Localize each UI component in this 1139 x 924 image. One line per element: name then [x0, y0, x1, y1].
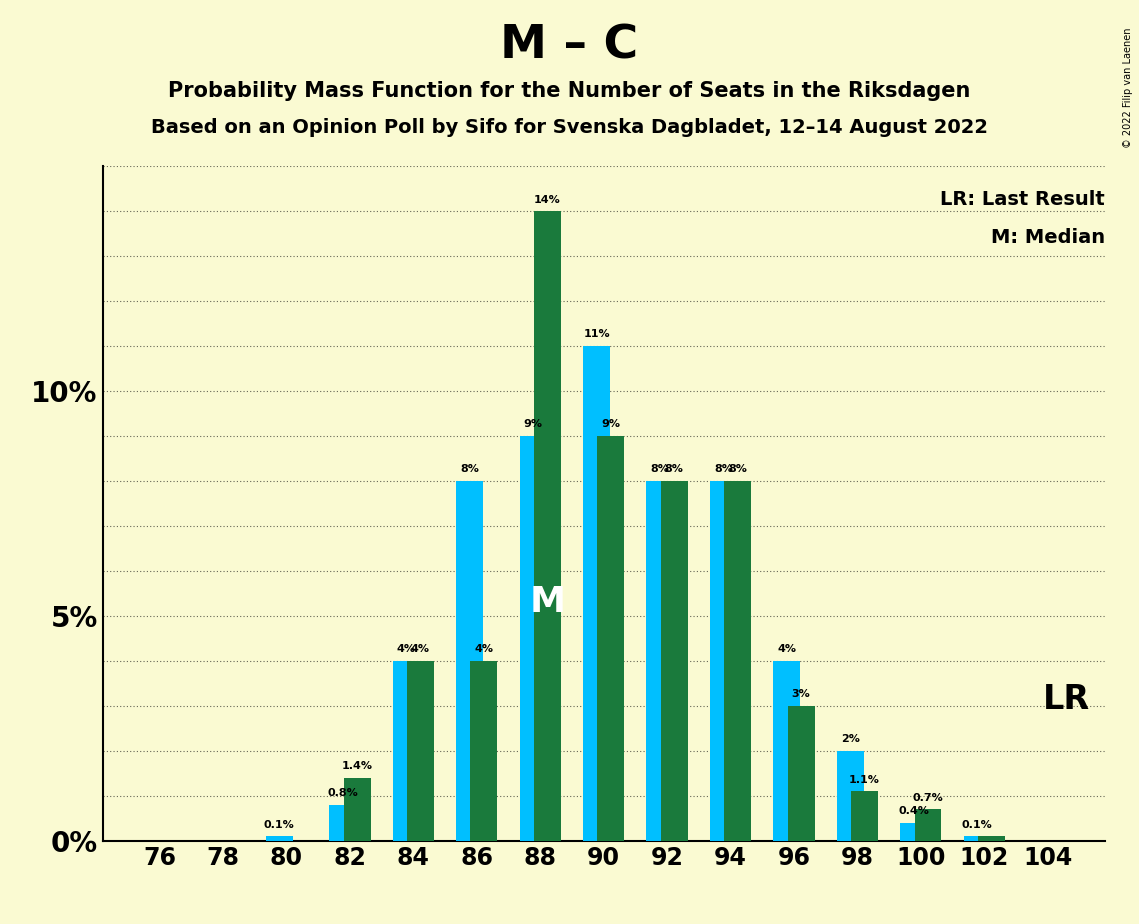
Text: 0.1%: 0.1%: [961, 820, 992, 830]
Text: 4%: 4%: [777, 644, 796, 654]
Text: © 2022 Filip van Laenen: © 2022 Filip van Laenen: [1123, 28, 1133, 148]
Bar: [773, 661, 801, 841]
Bar: [837, 751, 863, 841]
Bar: [900, 823, 927, 841]
Text: 0.8%: 0.8%: [327, 788, 358, 798]
Text: 0.7%: 0.7%: [912, 793, 943, 803]
Text: 1.1%: 1.1%: [849, 774, 880, 784]
Text: 8%: 8%: [460, 465, 480, 474]
Bar: [710, 481, 737, 841]
Text: Probability Mass Function for the Number of Seats in the Riksdagen: Probability Mass Function for the Number…: [169, 81, 970, 102]
Bar: [344, 778, 370, 841]
Bar: [724, 481, 751, 841]
Bar: [597, 436, 624, 841]
Text: 4%: 4%: [396, 644, 416, 654]
Bar: [470, 661, 498, 841]
Bar: [661, 481, 688, 841]
Text: 0.1%: 0.1%: [264, 820, 295, 830]
Bar: [978, 836, 1005, 841]
Bar: [851, 791, 878, 841]
Bar: [964, 836, 991, 841]
Text: 9%: 9%: [524, 419, 542, 430]
Text: LR: Last Result: LR: Last Result: [940, 190, 1105, 209]
Text: 0.4%: 0.4%: [899, 806, 929, 816]
Bar: [393, 661, 419, 841]
Bar: [407, 661, 434, 841]
Bar: [329, 805, 357, 841]
Text: 1.4%: 1.4%: [342, 761, 372, 772]
Text: 8%: 8%: [650, 465, 670, 474]
Text: M: Median: M: Median: [991, 228, 1105, 248]
Bar: [265, 836, 293, 841]
Text: Based on an Opinion Poll by Sifo for Svenska Dagbladet, 12–14 August 2022: Based on an Opinion Poll by Sifo for Sve…: [151, 118, 988, 138]
Text: 4%: 4%: [411, 644, 431, 654]
Text: 8%: 8%: [714, 465, 732, 474]
Text: 2%: 2%: [841, 735, 860, 744]
Bar: [534, 212, 560, 841]
Bar: [647, 481, 673, 841]
Bar: [519, 436, 547, 841]
Bar: [457, 481, 483, 841]
Text: M – C: M – C: [500, 23, 639, 68]
Bar: [915, 809, 942, 841]
Bar: [583, 346, 611, 841]
Text: 8%: 8%: [728, 465, 747, 474]
Text: 14%: 14%: [534, 195, 560, 204]
Text: 8%: 8%: [665, 465, 683, 474]
Text: 9%: 9%: [601, 419, 621, 430]
Text: LR: LR: [1042, 683, 1090, 716]
Text: 11%: 11%: [583, 330, 609, 339]
Text: 3%: 3%: [792, 689, 811, 699]
Text: M: M: [530, 585, 565, 618]
Text: 4%: 4%: [475, 644, 493, 654]
Bar: [788, 706, 814, 841]
